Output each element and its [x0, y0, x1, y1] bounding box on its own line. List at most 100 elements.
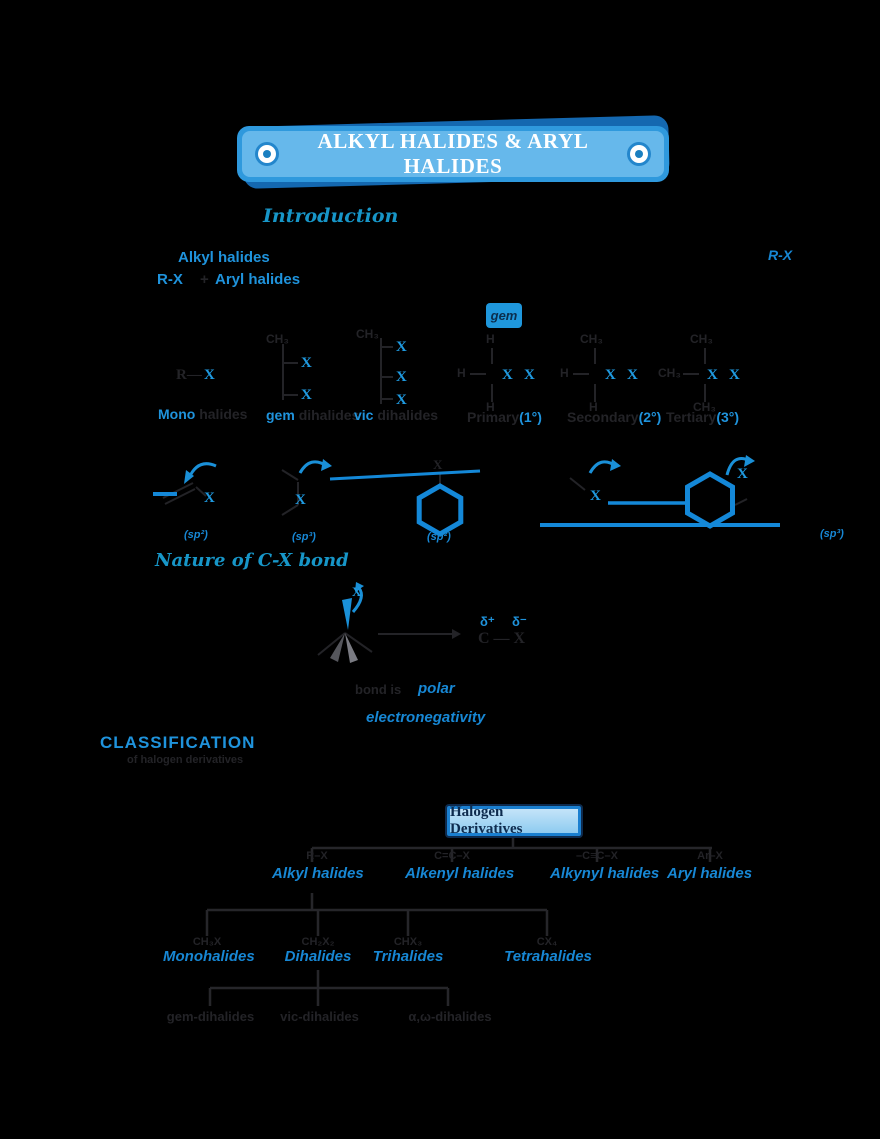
vinylic-sp2-label: (sp²)	[184, 529, 208, 541]
gem-badge-label: gem	[490, 308, 518, 323]
nature-heading: Nature of C-X bond	[155, 550, 349, 571]
delta-minus: δ⁻	[512, 614, 527, 629]
flow-alpha-omega-dihalides: α,ω-dihalides	[408, 1009, 492, 1024]
label-primary-dark: Primary	[467, 409, 520, 425]
flow-l1-formula: Ar–X	[697, 850, 723, 862]
benzene-ring-aryl	[416, 483, 464, 537]
corner-note: R-X	[768, 247, 793, 263]
flow-alkyl-halides: Alkyl halides	[272, 865, 364, 882]
bond-is-text: bond is	[355, 682, 402, 697]
intro-rx: R-X	[157, 271, 183, 288]
classification-heading: CLASSIFICATION	[100, 733, 256, 752]
label-secondary-dark: Secondary	[567, 409, 639, 425]
intro-plus: +	[200, 271, 209, 288]
flow-l2-formula: CH₃X	[192, 936, 222, 948]
flow-l2-formula: CX₄	[536, 936, 558, 948]
structure-3deg-x1: X	[707, 367, 718, 383]
banner-bullet-right-icon	[630, 145, 648, 163]
structure-3deg-ch3-bottom: CH₃	[693, 400, 716, 414]
flow-dihalides: Dihalides	[284, 948, 352, 965]
flow-monohalides: Monohalides	[163, 948, 255, 965]
flow-l1-formula: –C≡C–X	[576, 850, 618, 862]
title-banner: ALKYL HALIDES & ARYL HALIDES	[237, 126, 669, 182]
halogen-derivatives-box: Halogen Derivatives	[447, 804, 581, 837]
flow-l1-formula: C=C–X	[434, 850, 470, 862]
intro-aryl-halides: Aryl halides	[215, 271, 301, 288]
wedge-gray-left	[330, 633, 345, 662]
structure-2deg-h-left: H	[560, 366, 569, 380]
structure-1deg-h-top: H	[486, 332, 495, 346]
flow-tetrahalides: Tetrahalides	[504, 948, 592, 965]
structure-vic-x2: X	[396, 369, 407, 385]
banner-bullet-dot-icon	[635, 150, 643, 158]
flow-alkynyl-halides: Alkynyl halides	[550, 865, 660, 882]
label-gem-blue: gem	[266, 407, 295, 423]
nature-x-top: X	[352, 584, 362, 599]
flow-connectors	[205, 837, 712, 1006]
structure-vic-ch3: CH₃	[356, 327, 379, 341]
benzene-ring-benzylic	[685, 471, 735, 529]
banner-bullet-left-icon	[258, 145, 276, 163]
halogen-derivatives-label: Halogen Derivatives	[450, 804, 523, 837]
structure-2deg-x2: X	[627, 367, 638, 383]
electronegativity-text: electronegativity	[366, 709, 486, 726]
label-secondary-blue: (2°)	[638, 409, 662, 425]
flow-alkenyl-halides: Alkenyl halides	[405, 865, 515, 882]
structure-2deg-h-bottom: H	[589, 400, 598, 414]
flow-l2-formula: CH₂X₂	[301, 936, 335, 948]
blue-arrowheads	[184, 455, 755, 630]
label-primary: Primary(1°)	[467, 409, 542, 425]
benzylic-sp3-label: (sp³)	[820, 528, 844, 540]
label-primary-blue: (1°)	[519, 409, 542, 425]
structure-mono-r: R—	[176, 367, 202, 383]
label-mono-dark: halides	[199, 406, 248, 422]
structure-1deg-h-bottom: H	[486, 400, 495, 414]
flow-l2-formula: CHX₃	[393, 936, 423, 948]
flow-vic-dihalides: vic-dihalides	[280, 1009, 359, 1024]
intro-alkyl-halides: Alkyl halides	[178, 249, 270, 266]
cx-bond-formula: C — X	[478, 630, 526, 647]
label-vic-blue: vic	[354, 407, 374, 423]
polar-text: polar	[418, 680, 455, 697]
label-gem-dark: dihalides	[298, 407, 360, 423]
banner-bullet-dot-icon	[263, 150, 271, 158]
structure-aryl-x: X	[433, 457, 443, 472]
classification-subtext: of halogen derivatives	[127, 754, 244, 766]
structure-1deg-x1: X	[502, 367, 513, 383]
structure-mono-x: X	[204, 367, 215, 383]
delta-plus: δ⁺	[480, 614, 495, 629]
structure-gem-x1: X	[301, 355, 312, 371]
label-tertiary-dark: Tertiary	[666, 409, 717, 425]
structure-2deg-x1: X	[605, 367, 616, 383]
structure-1deg-h-left: H	[457, 366, 466, 380]
structure-3deg-x2: X	[729, 367, 740, 383]
structure-allylic-x: X	[295, 492, 306, 508]
aryl-sp2-label: (sp²)	[427, 531, 451, 543]
label-tertiary-blue: (3°)	[716, 409, 740, 425]
structure-vic-x3: X	[396, 392, 407, 408]
label-vic-dihalides: vic dihalides	[354, 407, 439, 423]
flow-gem-dihalides: gem-dihalides	[166, 1009, 255, 1024]
structure-3deg-ch3-left: CH₃	[658, 366, 681, 380]
wedge-gray-right	[345, 633, 358, 663]
title-banner-inner: ALKYL HALIDES & ARYL HALIDES	[242, 129, 664, 178]
structure-3deg-ch3-top: CH₃	[690, 332, 713, 346]
label-mono-blue: Mono	[158, 406, 196, 422]
label-secondary: Secondary(2°)	[567, 409, 662, 425]
flow-l1-formula: R–X	[306, 850, 328, 862]
structure-benzylic-x: X	[590, 488, 601, 504]
structure-benzylic-ring-x: X	[737, 466, 748, 482]
structure-gem-x2: X	[301, 387, 312, 403]
blue-curved-arrows	[187, 457, 751, 613]
label-tertiary: Tertiary(3°)	[666, 409, 740, 425]
blue-shapes	[153, 469, 780, 537]
gem-badge: gem	[486, 303, 522, 328]
structure-vinylic-x: X	[204, 490, 215, 506]
label-vic-dark: dihalides	[377, 407, 439, 423]
structure-1deg-x2: X	[524, 367, 535, 383]
page-title: ALKYL HALIDES & ARYL HALIDES	[317, 129, 589, 178]
label-mono-halides: Mono halides	[158, 406, 248, 422]
flow-trihalides: Trihalides	[372, 948, 444, 965]
